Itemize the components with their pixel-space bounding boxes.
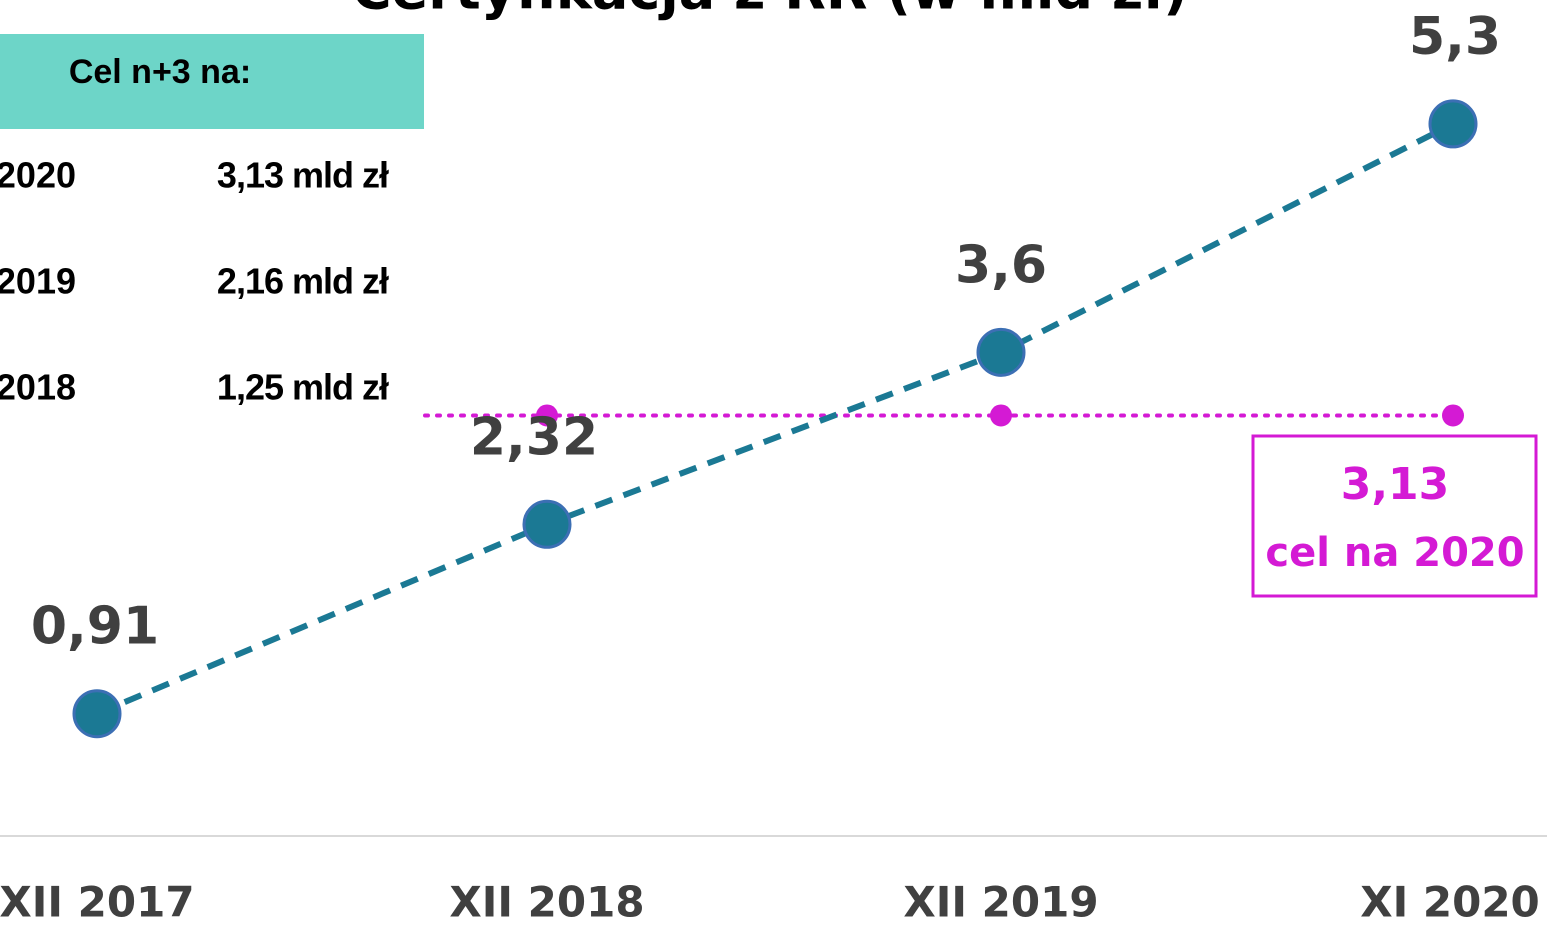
target-box bbox=[1251, 434, 1538, 598]
table-year: 2018 bbox=[0, 367, 76, 408]
x-tick-label: XII 2019 bbox=[903, 878, 1098, 927]
data-label: 3,6 bbox=[955, 235, 1047, 295]
table-value: 1,25 mld zł bbox=[217, 367, 389, 408]
data-point bbox=[1428, 99, 1478, 149]
target-value-label: 3,13 bbox=[1341, 459, 1450, 510]
x-tick-label: XI 2020 bbox=[1360, 878, 1540, 927]
target-label: cel na 2020 bbox=[1265, 530, 1524, 576]
data-label: 0,91 bbox=[31, 597, 159, 657]
data-point bbox=[72, 689, 122, 739]
x-tick-label: XII 2017 bbox=[0, 878, 195, 927]
data-point bbox=[976, 327, 1026, 377]
table-header: Cel n+3 na: bbox=[69, 53, 251, 91]
target-marker bbox=[1442, 404, 1464, 427]
chart-title: Certyfikacja z RR (w mld zł) bbox=[352, 0, 1188, 22]
table-year: 2019 bbox=[0, 261, 76, 302]
target-marker bbox=[536, 404, 558, 427]
table-value: 3,13 mld zł bbox=[217, 155, 389, 196]
data-label: 5,3 bbox=[1409, 7, 1501, 67]
series-line bbox=[95, 121, 1455, 717]
target-marker bbox=[990, 404, 1012, 427]
data-label: 2,32 bbox=[470, 407, 598, 467]
data-point bbox=[522, 499, 572, 549]
table-header-bg bbox=[0, 34, 424, 129]
table-year: 2020 bbox=[0, 155, 76, 196]
table-value: 2,16 mld zł bbox=[217, 261, 389, 302]
x-tick-label: XII 2018 bbox=[449, 878, 644, 927]
